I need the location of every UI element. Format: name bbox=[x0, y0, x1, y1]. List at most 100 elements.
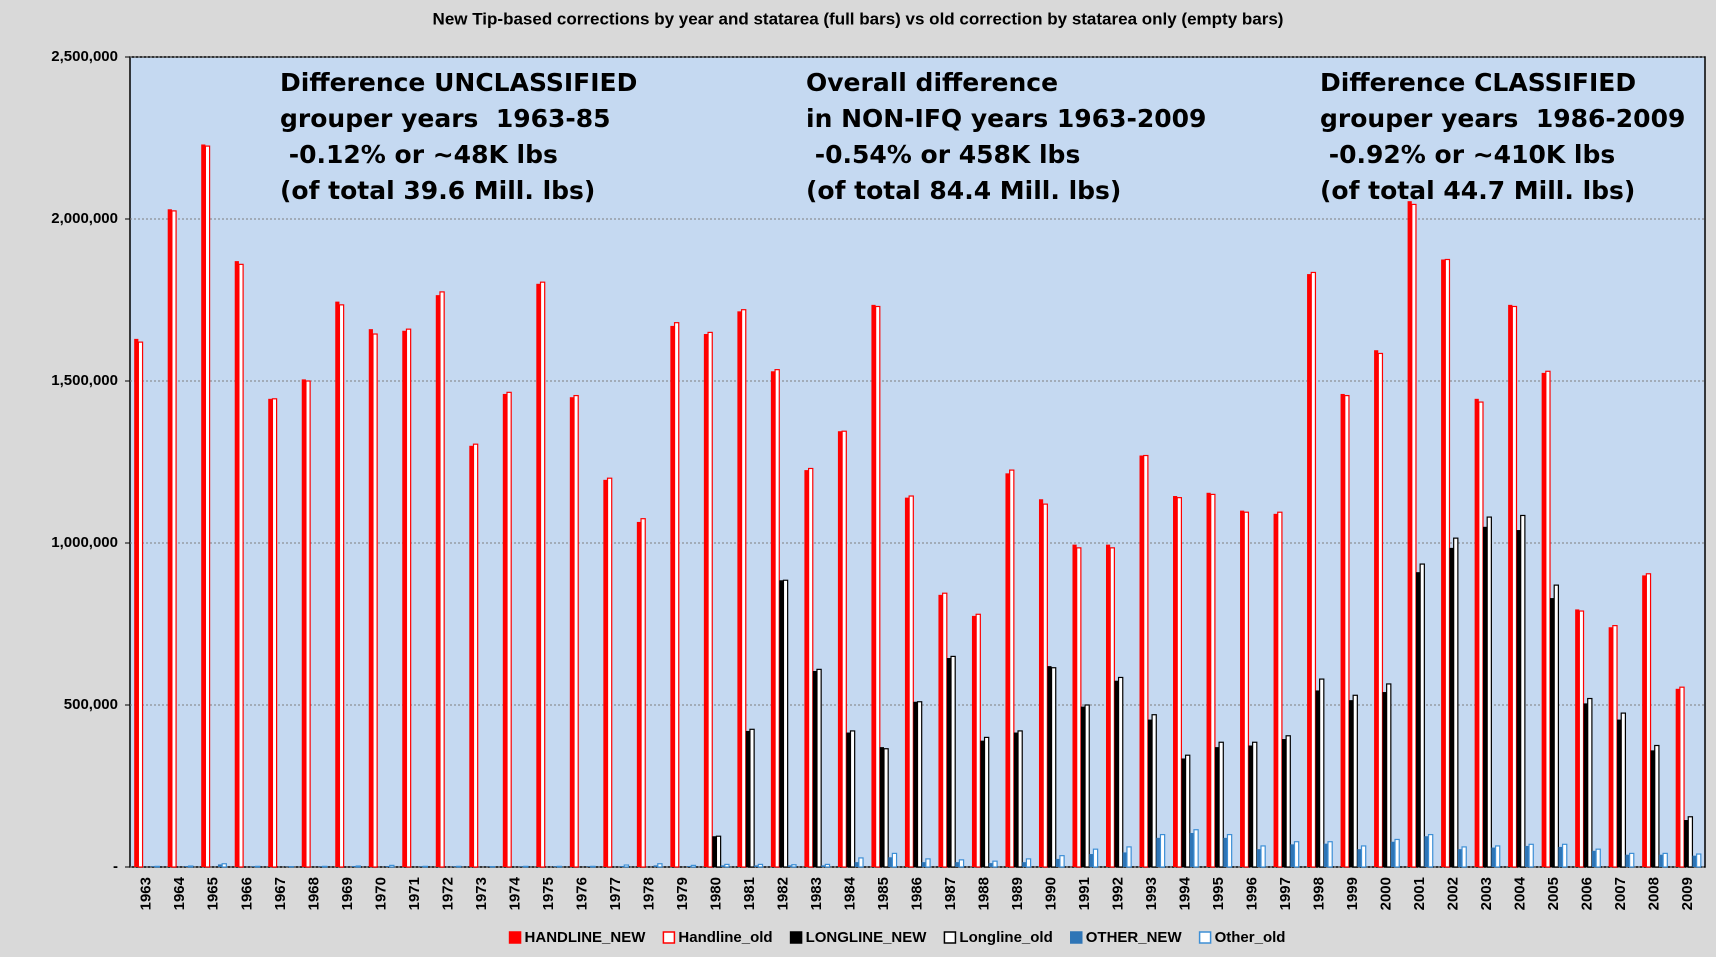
bar bbox=[1159, 833, 1166, 868]
bar bbox=[1550, 598, 1555, 867]
x-tick-label: 1990 bbox=[1043, 877, 1060, 910]
bar bbox=[519, 866, 524, 867]
x-tick-label: 1969 bbox=[339, 877, 356, 910]
bar bbox=[204, 145, 211, 868]
bar bbox=[419, 866, 424, 867]
x-tick-label: 1968 bbox=[305, 877, 322, 910]
bar bbox=[1692, 855, 1697, 867]
bar bbox=[255, 865, 261, 868]
bar bbox=[1109, 547, 1115, 868]
bar bbox=[1256, 849, 1261, 867]
bar bbox=[950, 655, 956, 868]
bar bbox=[1226, 833, 1233, 868]
bar bbox=[841, 430, 847, 868]
bar bbox=[1461, 846, 1467, 868]
bar bbox=[724, 863, 730, 868]
bar bbox=[980, 740, 985, 867]
bar bbox=[1080, 706, 1086, 867]
legend: HANDLINE_NEW Handline_old LONGLINE_NEW Long… bbox=[508, 929, 1285, 946]
x-tick-label: 1978 bbox=[640, 877, 657, 910]
x-tick-label: 1972 bbox=[439, 877, 456, 910]
bar bbox=[1407, 201, 1412, 867]
bar bbox=[1482, 526, 1488, 867]
bar bbox=[1273, 513, 1278, 867]
x-tick-label: 1974 bbox=[506, 876, 523, 910]
bar bbox=[1687, 816, 1694, 868]
x-tick-label: 2007 bbox=[1612, 877, 1629, 910]
bar bbox=[217, 864, 223, 867]
bar bbox=[422, 865, 429, 868]
bar bbox=[983, 736, 990, 868]
bar bbox=[1511, 305, 1518, 868]
legend-swatch bbox=[789, 931, 803, 944]
bar bbox=[1047, 666, 1052, 867]
bar bbox=[804, 470, 809, 867]
annotation: Difference UNCLASSIFIED bbox=[280, 68, 637, 97]
bar bbox=[942, 592, 948, 868]
x-tick-label: 1984 bbox=[841, 876, 858, 910]
bar bbox=[1315, 690, 1320, 867]
x-tick-label: 1998 bbox=[1311, 877, 1328, 910]
bar bbox=[167, 209, 172, 867]
bar bbox=[539, 281, 546, 868]
bar bbox=[707, 331, 713, 868]
bar bbox=[335, 301, 340, 867]
bar bbox=[1310, 271, 1317, 868]
bar bbox=[1419, 563, 1425, 868]
bar bbox=[1206, 492, 1211, 867]
bar bbox=[787, 865, 792, 867]
bar bbox=[946, 658, 952, 867]
bar bbox=[879, 747, 884, 867]
bar bbox=[1675, 688, 1680, 867]
bar bbox=[1629, 852, 1635, 868]
legend-swatch bbox=[1198, 931, 1212, 944]
bar bbox=[536, 283, 541, 867]
bar bbox=[1595, 848, 1601, 868]
bar bbox=[1357, 849, 1362, 867]
bar bbox=[201, 144, 206, 868]
bar bbox=[1617, 719, 1622, 867]
bar bbox=[1147, 719, 1153, 867]
x-tick-label: 2004 bbox=[1512, 876, 1529, 910]
bar bbox=[154, 865, 160, 868]
bar bbox=[908, 495, 914, 868]
bar bbox=[770, 371, 776, 867]
x-tick-label: 1985 bbox=[875, 877, 892, 910]
bar bbox=[1486, 516, 1492, 868]
bar bbox=[1260, 845, 1266, 868]
x-tick-label: 1996 bbox=[1244, 877, 1261, 910]
y-tick-label: 1,000,000 bbox=[51, 534, 118, 551]
x-tick-label: 2000 bbox=[1378, 877, 1395, 910]
bar bbox=[1587, 697, 1593, 868]
bar bbox=[975, 613, 981, 868]
annotation: (of total 84.4 Mill. lbs) bbox=[806, 176, 1121, 205]
legend-label: OTHER_NEW bbox=[1086, 929, 1183, 946]
x-tick-label: 1975 bbox=[540, 877, 557, 910]
bar bbox=[623, 864, 630, 868]
bar bbox=[506, 391, 512, 868]
annotation: Overall difference bbox=[806, 68, 1058, 97]
bar bbox=[1281, 739, 1287, 867]
bar bbox=[1386, 683, 1392, 868]
x-tick-label: 2006 bbox=[1579, 877, 1596, 910]
x-tick-label: 2009 bbox=[1679, 877, 1696, 910]
bar bbox=[1441, 259, 1446, 867]
annotation: Difference CLASSIFIED bbox=[1320, 68, 1636, 97]
bar bbox=[502, 393, 507, 867]
bar bbox=[352, 866, 357, 867]
y-tick-label: 2,000,000 bbox=[51, 210, 118, 227]
x-tick-label: 1982 bbox=[774, 877, 791, 910]
bar bbox=[653, 865, 658, 867]
bar bbox=[913, 701, 918, 867]
bar bbox=[569, 397, 575, 867]
x-tick-label: 2001 bbox=[1411, 877, 1428, 910]
bar bbox=[221, 863, 227, 868]
bar bbox=[858, 857, 864, 868]
annotation: (of total 44.7 Mill. lbs) bbox=[1320, 176, 1635, 205]
bar bbox=[188, 865, 194, 868]
bar bbox=[372, 333, 378, 868]
bar bbox=[1277, 511, 1283, 868]
bar bbox=[1679, 686, 1685, 868]
bar bbox=[1210, 493, 1216, 868]
bar bbox=[888, 857, 893, 867]
